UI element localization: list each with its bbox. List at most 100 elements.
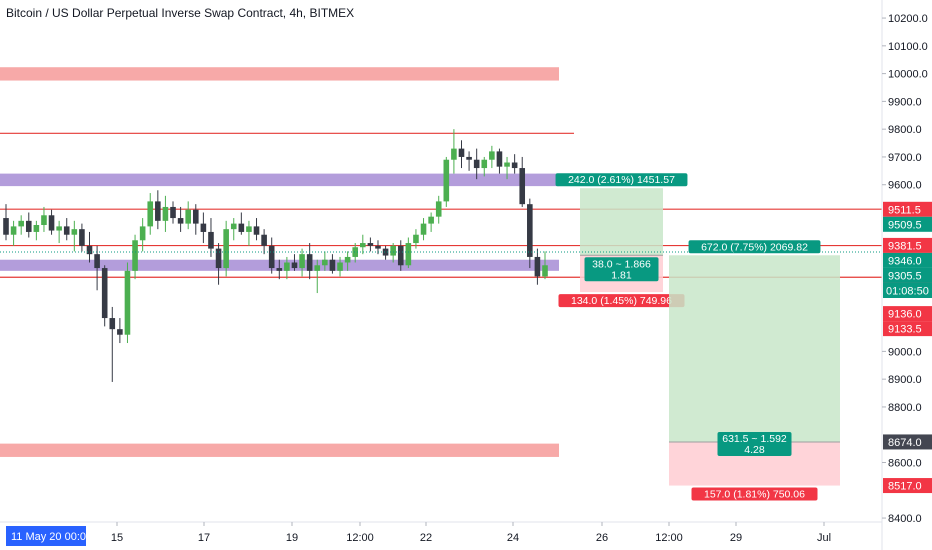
candle-body	[132, 240, 138, 271]
price-label: 9346.0	[888, 255, 922, 267]
candle-body	[420, 223, 427, 235]
time-tick-label: 15	[111, 532, 123, 544]
candle-body	[352, 247, 359, 257]
candle-body	[466, 156, 472, 160]
price-label: 9511.5	[888, 204, 921, 216]
chart-title: Bitcoin / US Dollar Perpetual Inverse Sw…	[6, 6, 354, 20]
candle-body	[25, 220, 32, 232]
price-tick-label: 9800.0	[888, 124, 922, 136]
price-tick-label: 8800.0	[888, 402, 922, 414]
position-stop-label-bg	[558, 294, 685, 308]
candle-body	[246, 226, 252, 232]
candle-body	[511, 162, 518, 169]
candle-body	[337, 262, 343, 271]
zone-band	[0, 67, 559, 81]
candle-body	[367, 243, 374, 246]
time-axis[interactable]: 15 17 19 12:00 22 24 26 12:00 29 Jul	[111, 522, 831, 544]
candle-body	[428, 216, 434, 224]
candle-body	[268, 245, 275, 269]
position-stop-label: 157.0 (1.81%) 750.06	[704, 489, 805, 501]
candle-body	[48, 215, 55, 231]
candle-body	[291, 262, 298, 269]
time-cursor-text: 11 May 20 00:00	[11, 531, 92, 543]
zone-band	[0, 443, 559, 457]
price-label-bg	[883, 306, 932, 322]
position-stop-label: 134.0 (1.45%) 749.96	[571, 295, 672, 307]
position-target-label-bg	[688, 240, 821, 254]
price-axis[interactable]: 10200.0 10100.0 10000.0 9900.0 9800.0 9700.0 9…	[882, 13, 928, 525]
candle-body	[223, 229, 229, 269]
candle-body	[139, 226, 146, 241]
candle-body	[458, 148, 465, 157]
position-stop-label-bg	[691, 487, 818, 501]
time-cursor-label: 11 May 20 00:00	[6, 526, 92, 546]
candle-body	[185, 209, 191, 224]
candle-body	[405, 243, 412, 266]
candle-body	[489, 151, 495, 160]
candle-body	[94, 254, 100, 269]
candle-body	[162, 206, 169, 221]
time-tick-label: Jul	[817, 532, 831, 544]
candle-body	[276, 268, 283, 271]
candle-body	[63, 226, 70, 235]
candle-body	[33, 225, 40, 232]
price-label: 9305.5	[888, 270, 922, 282]
price-tick-label: 9700.0	[888, 152, 922, 164]
candle-body	[86, 245, 93, 255]
candle-body	[238, 223, 245, 232]
countdown-label: 01:08:50	[886, 286, 929, 298]
price-tick-label: 8600.0	[888, 458, 922, 470]
time-tick-label: 17	[198, 532, 210, 544]
price-label-bg	[883, 478, 932, 494]
candle-body	[230, 223, 237, 230]
price-label-bg	[883, 216, 932, 232]
candle-body	[542, 265, 548, 277]
time-tick-label: 24	[507, 532, 519, 544]
position-center-label-bg	[584, 257, 659, 282]
price-tick-label: 10200.0	[888, 13, 928, 25]
candle-body	[147, 201, 154, 227]
position-target-label: 242.0 (2.61%) 1451.57	[568, 174, 675, 186]
position-center-label-line2: 4.28	[744, 444, 765, 456]
candle-body	[215, 248, 222, 269]
time-tick-label: 26	[596, 532, 608, 544]
candle-body	[261, 234, 267, 246]
time-tick-label: 29	[730, 532, 742, 544]
candle-body	[534, 256, 541, 277]
candle-body	[56, 226, 62, 231]
candle-body	[177, 218, 184, 224]
candle-body	[390, 245, 396, 256]
positions-layer: 242.0 (2.61%) 1451.57 134.0 (1.45%) 749.9…	[555, 173, 840, 501]
price-label: 9136.0	[888, 309, 922, 321]
price-tick-label: 10100.0	[888, 41, 928, 53]
candle-body	[413, 234, 419, 244]
candle-body	[360, 243, 366, 248]
candle-body	[375, 245, 381, 249]
price-label: 8674.0	[888, 437, 922, 449]
candle-body	[314, 265, 321, 271]
candle-body	[519, 168, 526, 205]
candle-body	[496, 151, 503, 167]
candle-body	[200, 223, 207, 232]
candle-body	[284, 262, 290, 271]
candle-body	[299, 254, 305, 269]
price-tick-label: 9000.0	[888, 346, 922, 358]
candle-body	[3, 218, 9, 235]
candle-body	[322, 259, 328, 266]
position-target-label-bg	[555, 173, 688, 187]
position-target-zone	[669, 255, 840, 442]
candle-body	[124, 270, 131, 335]
candle-body	[155, 201, 161, 221]
candle-body	[71, 229, 78, 235]
candle-body	[208, 231, 214, 249]
price-tick-label: 9900.0	[888, 96, 922, 108]
price-tick-label: 9600.0	[888, 180, 922, 192]
price-label: 8517.0	[888, 481, 922, 493]
candle-body	[481, 159, 488, 169]
candle-body	[101, 268, 108, 319]
price-tick-label: 8400.0	[888, 513, 922, 525]
price-label-bg	[883, 434, 932, 450]
position-center-label-bg	[717, 431, 792, 456]
candle-body	[382, 248, 389, 256]
